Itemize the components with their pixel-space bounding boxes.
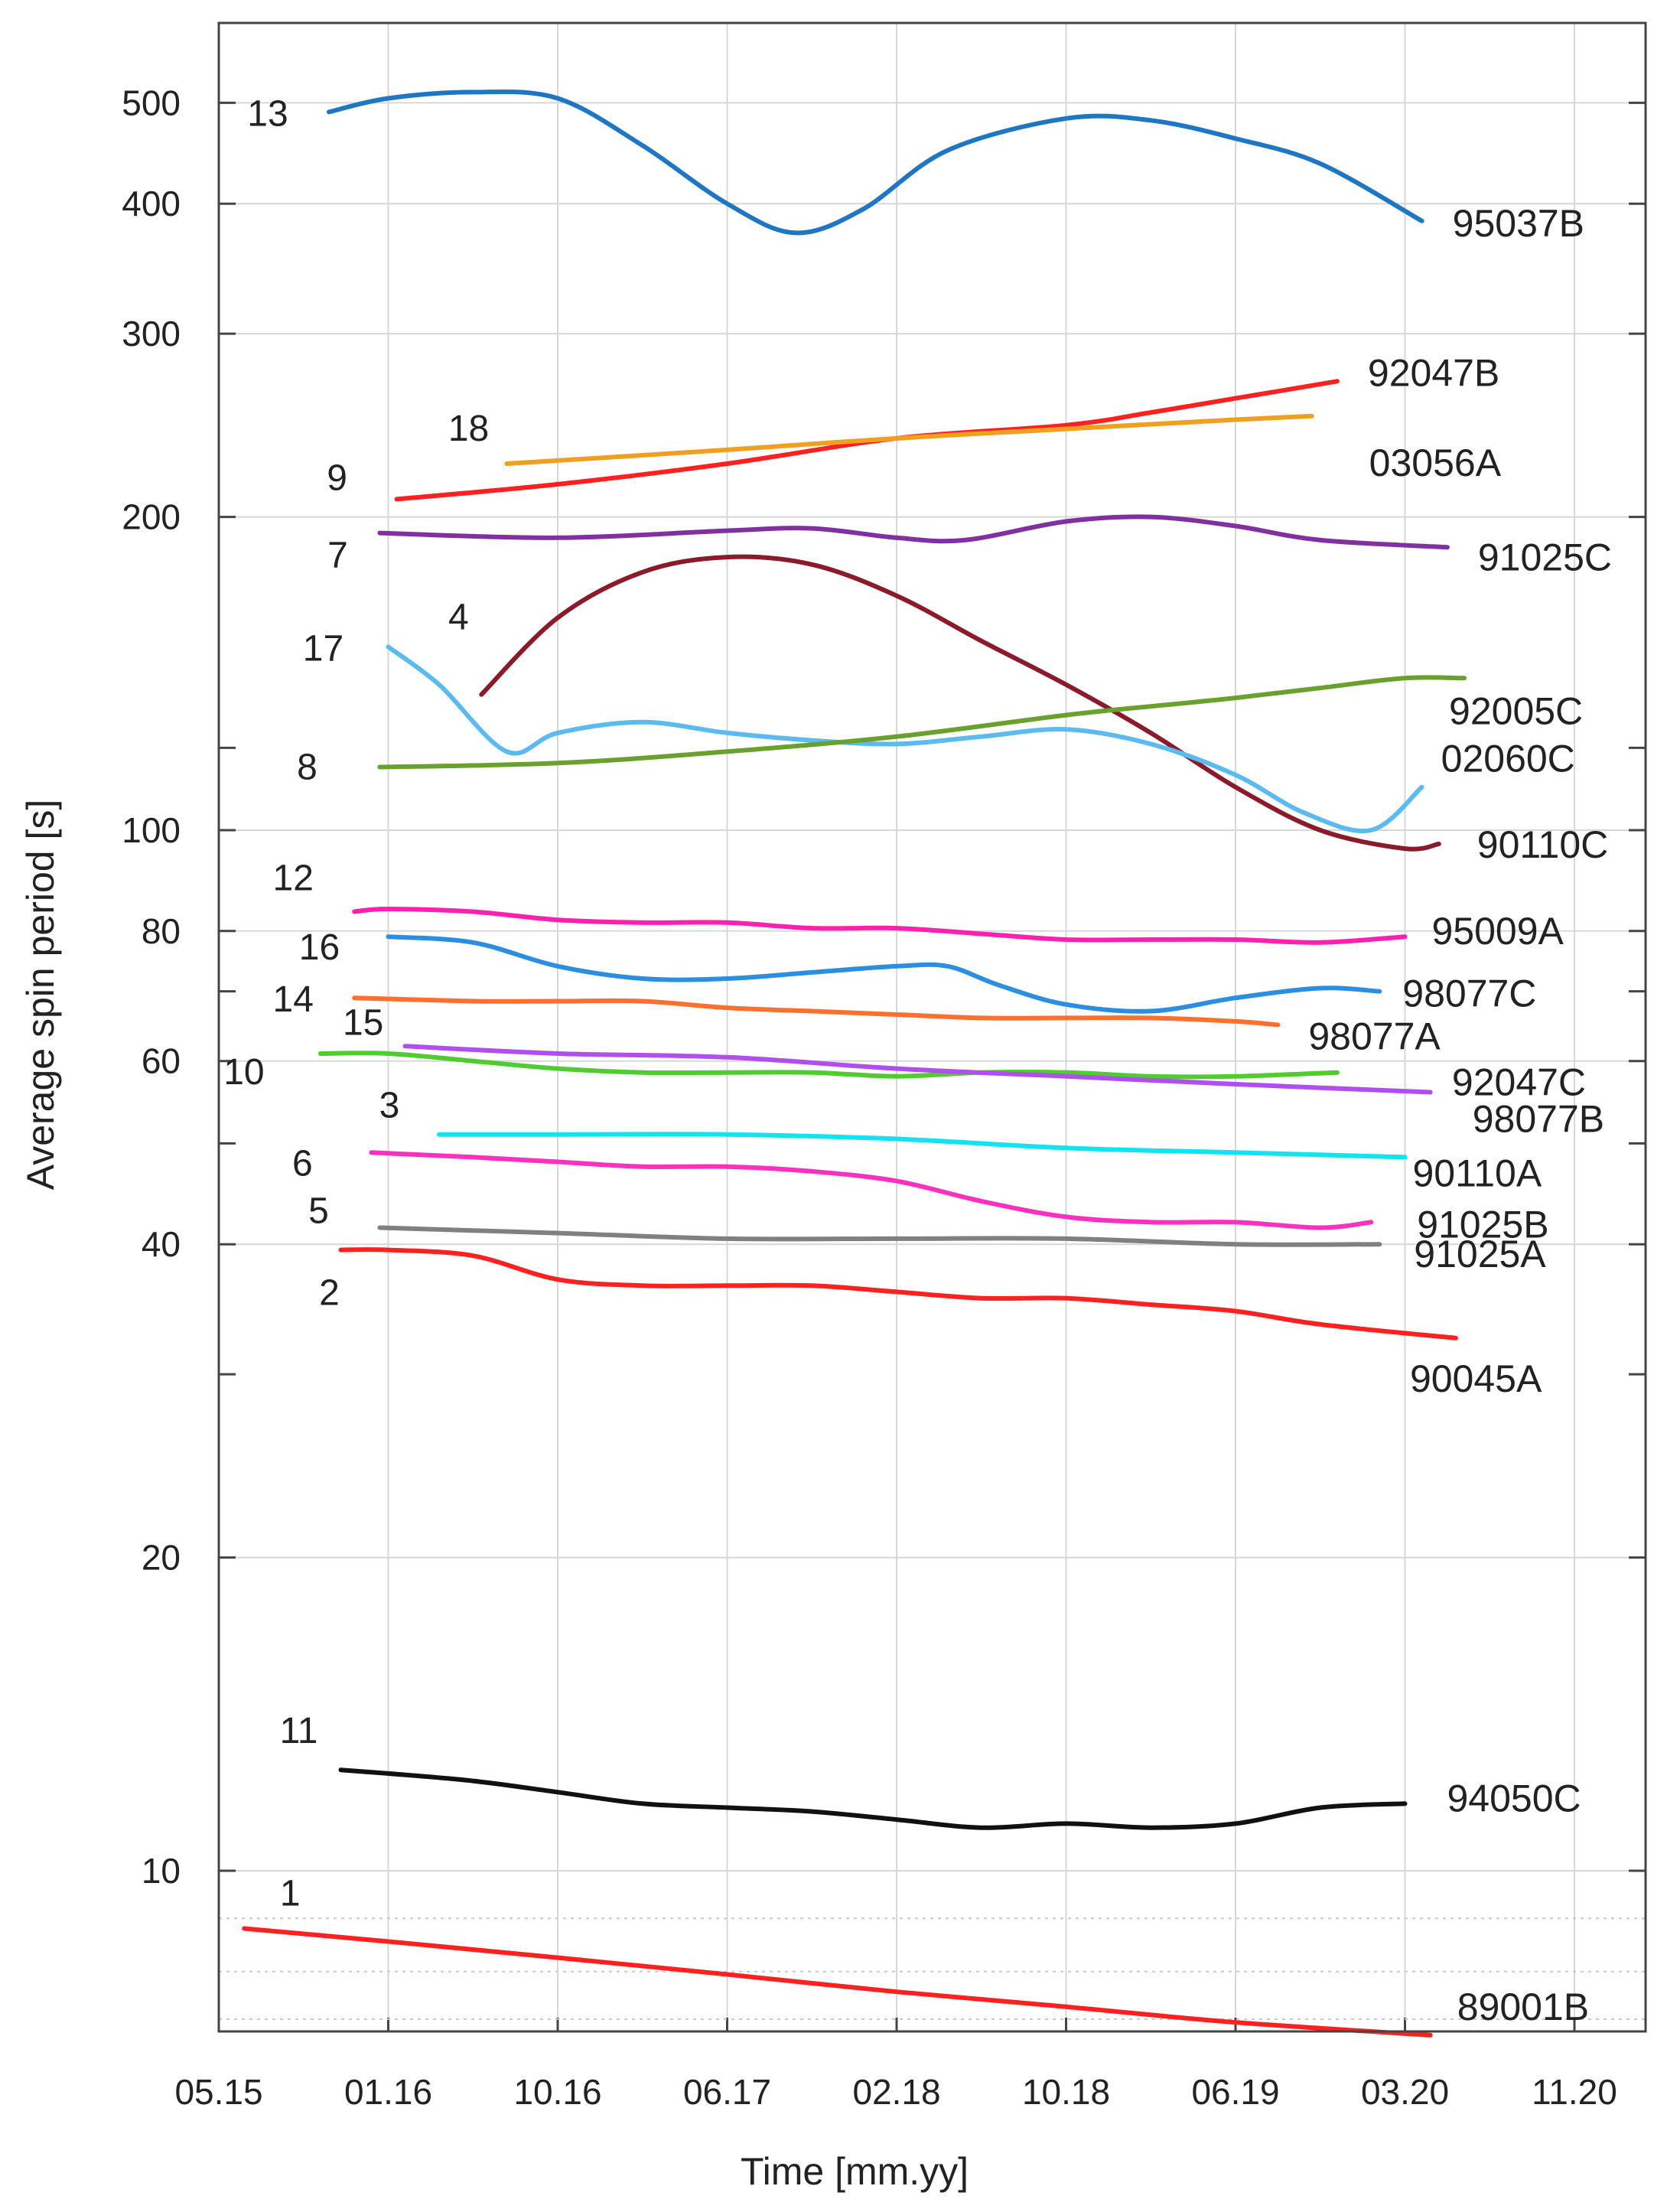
- series-id-label: 92005C: [1449, 689, 1583, 732]
- series-line-1: [242, 1926, 1433, 2038]
- y-tick-label: 10: [142, 1851, 181, 1891]
- series-number-label: 1: [280, 1874, 301, 1914]
- label-layer: 05.15 01.16 10.16 06.17 02.18 10.18 06.19 03.20…: [122, 83, 1617, 2112]
- series-number-label: 17: [303, 629, 343, 669]
- series-id-label: 98077B: [1473, 1097, 1604, 1140]
- series-number-label: 4: [448, 598, 469, 638]
- series-line-10: [317, 1051, 1340, 1080]
- series-line-15: [402, 1044, 1433, 1095]
- x-tick-label: 03.20: [1361, 2072, 1449, 2112]
- series-number-label: 13: [247, 93, 288, 134]
- y-tick-label: 100: [122, 810, 181, 850]
- series-number-label: 8: [297, 747, 317, 787]
- y-tick-label: 400: [122, 184, 181, 223]
- series-line-2: [338, 1247, 1458, 1341]
- series-id-label: 91025C: [1478, 536, 1612, 578]
- series-line-3: [437, 1132, 1408, 1160]
- series-line-18: [504, 413, 1314, 466]
- series-number-label: 7: [327, 536, 348, 576]
- series-line-6: [369, 1150, 1374, 1230]
- y-tick-label: 60: [142, 1041, 181, 1081]
- series-number-label: 2: [319, 1273, 340, 1314]
- series-id-label: 02060C: [1441, 738, 1575, 780]
- x-tick-label: 11.20: [1532, 2072, 1617, 2112]
- series-line-12: [352, 907, 1408, 945]
- series-number-label: 12: [273, 858, 314, 899]
- series-number-label: 10: [223, 1052, 264, 1093]
- series-number-label: 9: [327, 458, 347, 498]
- series-number-label: 14: [273, 979, 314, 1020]
- y-tick-label: 20: [142, 1538, 181, 1578]
- y-tick-label: 80: [142, 911, 181, 951]
- y-tick-label: 40: [142, 1224, 181, 1264]
- series-id-label: 92047C: [1452, 1061, 1586, 1104]
- series-id-label: 92047B: [1368, 351, 1499, 394]
- x-tick-label: 05.15: [174, 2072, 262, 2112]
- series-id-label: 98077A: [1308, 1015, 1441, 1057]
- x-tick-label: 06.19: [1191, 2072, 1279, 2112]
- series-line-5: [377, 1225, 1382, 1247]
- series-line-11: [338, 1767, 1408, 1830]
- series-id-label: 98077C: [1402, 972, 1536, 1015]
- series-number-label: 6: [292, 1143, 313, 1184]
- series-id-label: 91025A: [1414, 1233, 1546, 1275]
- series-number-label: 15: [343, 1002, 383, 1043]
- series-id-label: 95037B: [1453, 202, 1584, 245]
- series-id-label: 90110C: [1477, 823, 1608, 866]
- series-number-label: 16: [299, 927, 340, 968]
- series-layer: [242, 89, 1467, 2038]
- x-tick-label: 06.17: [683, 2072, 771, 2112]
- series-number-label: 5: [308, 1191, 329, 1231]
- x-axis-title: Time [mm.yy]: [741, 2150, 969, 2193]
- series-line-17: [386, 644, 1424, 834]
- series-id-label: 94050C: [1447, 1777, 1581, 1819]
- x-tick-label: 10.16: [513, 2072, 601, 2112]
- series-line-7: [377, 514, 1450, 550]
- y-tick-label: 300: [122, 314, 181, 353]
- series-line-14: [352, 995, 1281, 1028]
- series-line-8: [377, 675, 1467, 770]
- y-tick-label: 200: [122, 497, 181, 537]
- series-id-label: 90045A: [1410, 1357, 1542, 1400]
- series-id-label: 90110A: [1413, 1152, 1542, 1194]
- x-tick-label: 10.18: [1022, 2072, 1110, 2112]
- series-number-label: 11: [280, 1711, 318, 1751]
- y-tick-label: 500: [122, 83, 181, 122]
- series-number-label: 18: [448, 409, 489, 449]
- series-line-13: [327, 89, 1424, 236]
- series-id-label: 89001B: [1457, 1986, 1589, 2028]
- x-tick-label: 01.16: [344, 2072, 432, 2112]
- y-axis-title: Average spin period [s]: [19, 800, 62, 1191]
- series-id-label: 03056A: [1369, 441, 1502, 484]
- series-line-4: [479, 554, 1441, 852]
- series-id-label: 91025B: [1417, 1203, 1548, 1246]
- x-tick-label: 02.18: [852, 2072, 940, 2112]
- series-line-16: [386, 934, 1382, 1014]
- series-number-label: 3: [379, 1086, 400, 1126]
- plot-frame: [217, 21, 1647, 2033]
- series-id-label: 95009A: [1432, 910, 1564, 953]
